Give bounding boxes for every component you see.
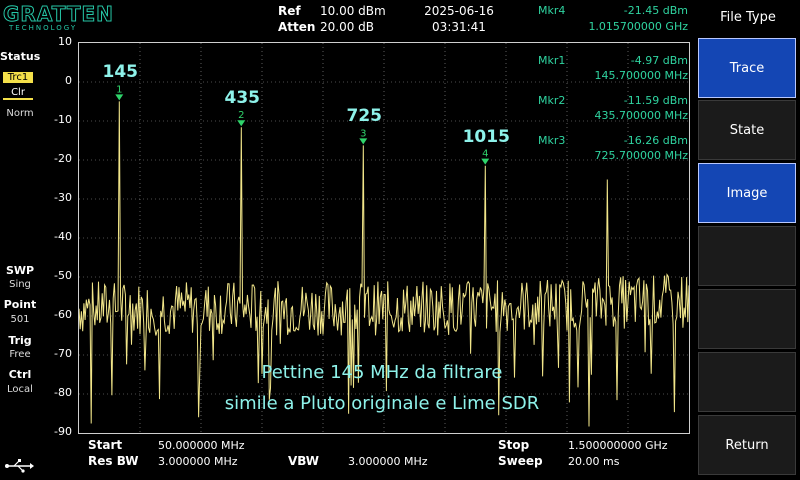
trigger-label: Trig [8,334,32,347]
points-value: 501 [10,314,30,325]
marker-3-triangle[interactable] [359,138,368,145]
sweep-mode-value: Sing [9,279,31,290]
softkey-state-button[interactable]: State [698,100,796,160]
y-axis-tick-label: -80 [54,386,72,399]
peak-label-1: 145 [102,62,139,83]
y-axis-tick-label: -70 [54,347,72,360]
softkey-trace-button[interactable]: Trace [698,38,796,98]
softkey-empty-button-6[interactable] [698,352,796,412]
marker-1-number: 1 [116,84,122,95]
points-label: Point [3,298,37,311]
marker-1-readout-amplitude: -4.97 dBm [630,54,688,67]
y-axis-tick-label: 10 [58,35,72,48]
detector-mode: Norm [6,108,34,119]
logo-text: GRATTEN [3,2,114,27]
marker-2-readout-label: Mkr2 [538,94,566,107]
marker-3-readout-frequency: 725.700000 MHz [594,149,688,162]
marker-3-number: 3 [360,128,366,139]
spectrum-trace [79,101,689,427]
attenuation-label: Atten [278,20,316,34]
ref-level-label: Ref [278,4,301,18]
annotation-line-2: simile a Pluto originale e Lime SDR [224,393,540,414]
brand-logo: GRATTEN TECHNOLOGY [3,2,114,36]
y-axis-tick-label: -20 [54,152,72,165]
peak-label-3: 725 [346,106,383,127]
marker-2-triangle[interactable] [237,120,246,127]
spectrum-graph: 1 2 3 4 [79,43,689,433]
marker-2-readout-frequency: 435.700000 MHz [594,109,688,122]
annotation-line-1: Pettine 145 MHz da filtrare [261,362,503,383]
status-title: Status [0,50,41,63]
bottom-settings-bar: Start 50.000000 MHz Res BW 3.000000 MHz … [0,436,694,480]
stop-label: Stop [498,438,530,452]
date-readout: 2025-06-16 [424,4,494,18]
y-axis-tick-label: 0 [65,74,72,87]
ref-level-value: 10.00 dBm [320,4,386,18]
y-axis-tick-label: -40 [54,230,72,243]
attenuation-value: 20.00 dB [320,20,375,34]
marker-4-triangle[interactable] [481,158,490,165]
sweep-label: SWP [5,264,35,277]
marker-3-readout-amplitude: -16.26 dBm [623,134,688,147]
y-axis-tick-label: -50 [54,269,72,282]
marker-3-readout-label: Mkr3 [538,134,566,147]
marker-2-number: 2 [238,110,244,121]
marker-1-readout-frequency: 145.700000 MHz [594,69,688,82]
marker-2-readout-amplitude: -11.59 dBm [623,94,688,107]
start-frequency[interactable]: 50.000000 MHz [158,439,245,452]
active-marker-label: Mkr4 [538,4,566,17]
top-status-bar: GRATTEN TECHNOLOGY Ref 10.00 dBm Atten 2… [0,0,694,38]
softkey-panel: File Type Trace State Image Return [696,0,800,480]
usb-icon [5,459,34,473]
y-axis-tick-label: -10 [54,113,72,126]
rbw-value[interactable]: 3.000000 MHz [158,455,238,468]
y-axis-tick-label: -90 [54,425,72,438]
softkey-empty-button-4[interactable] [698,226,796,286]
peak-label-4: 1015 [462,126,510,147]
vbw-label: VBW [288,454,320,468]
marker-4-number: 4 [482,149,488,160]
y-axis-tick-label: -60 [54,308,72,321]
sweep-time-label: Sweep [498,454,543,468]
softkey-menu-title: File Type [720,10,776,25]
softkey-empty-button-5[interactable] [698,289,796,349]
rbw-label: Res BW [88,454,139,468]
softkey-image-button[interactable]: Image [698,163,796,223]
control-label: Ctrl [8,368,32,381]
status-panel: Status Trc1 Clr Norm SWP Sing Point 501 … [0,44,40,480]
time-readout: 03:31:41 [432,20,486,34]
marker-1-readout-label: Mkr1 [538,54,566,67]
logo-subtext: TECHNOLOGY [9,24,78,32]
trace-indicator[interactable]: Trc1 [3,72,33,83]
vbw-value[interactable]: 3.000000 MHz [348,455,428,468]
marker-1-triangle[interactable] [115,94,124,101]
start-label: Start [88,438,123,452]
spectrum-plot[interactable]: 1 2 3 4 [78,42,690,434]
softkey-return-button[interactable]: Return [698,415,796,475]
peak-label-2: 435 [224,88,261,109]
y-axis-tick-label: -30 [54,191,72,204]
trace-clear-indicator[interactable]: Clr [3,87,33,100]
active-marker-frequency: 1.015700000 GHz [588,20,688,33]
trigger-value: Free [9,349,31,360]
sweep-time-value[interactable]: 20.00 ms [568,455,620,468]
stop-frequency[interactable]: 1.500000000 GHz [568,439,668,452]
control-value: Local [7,384,33,395]
active-marker-amplitude: -21.45 dBm [623,4,688,17]
